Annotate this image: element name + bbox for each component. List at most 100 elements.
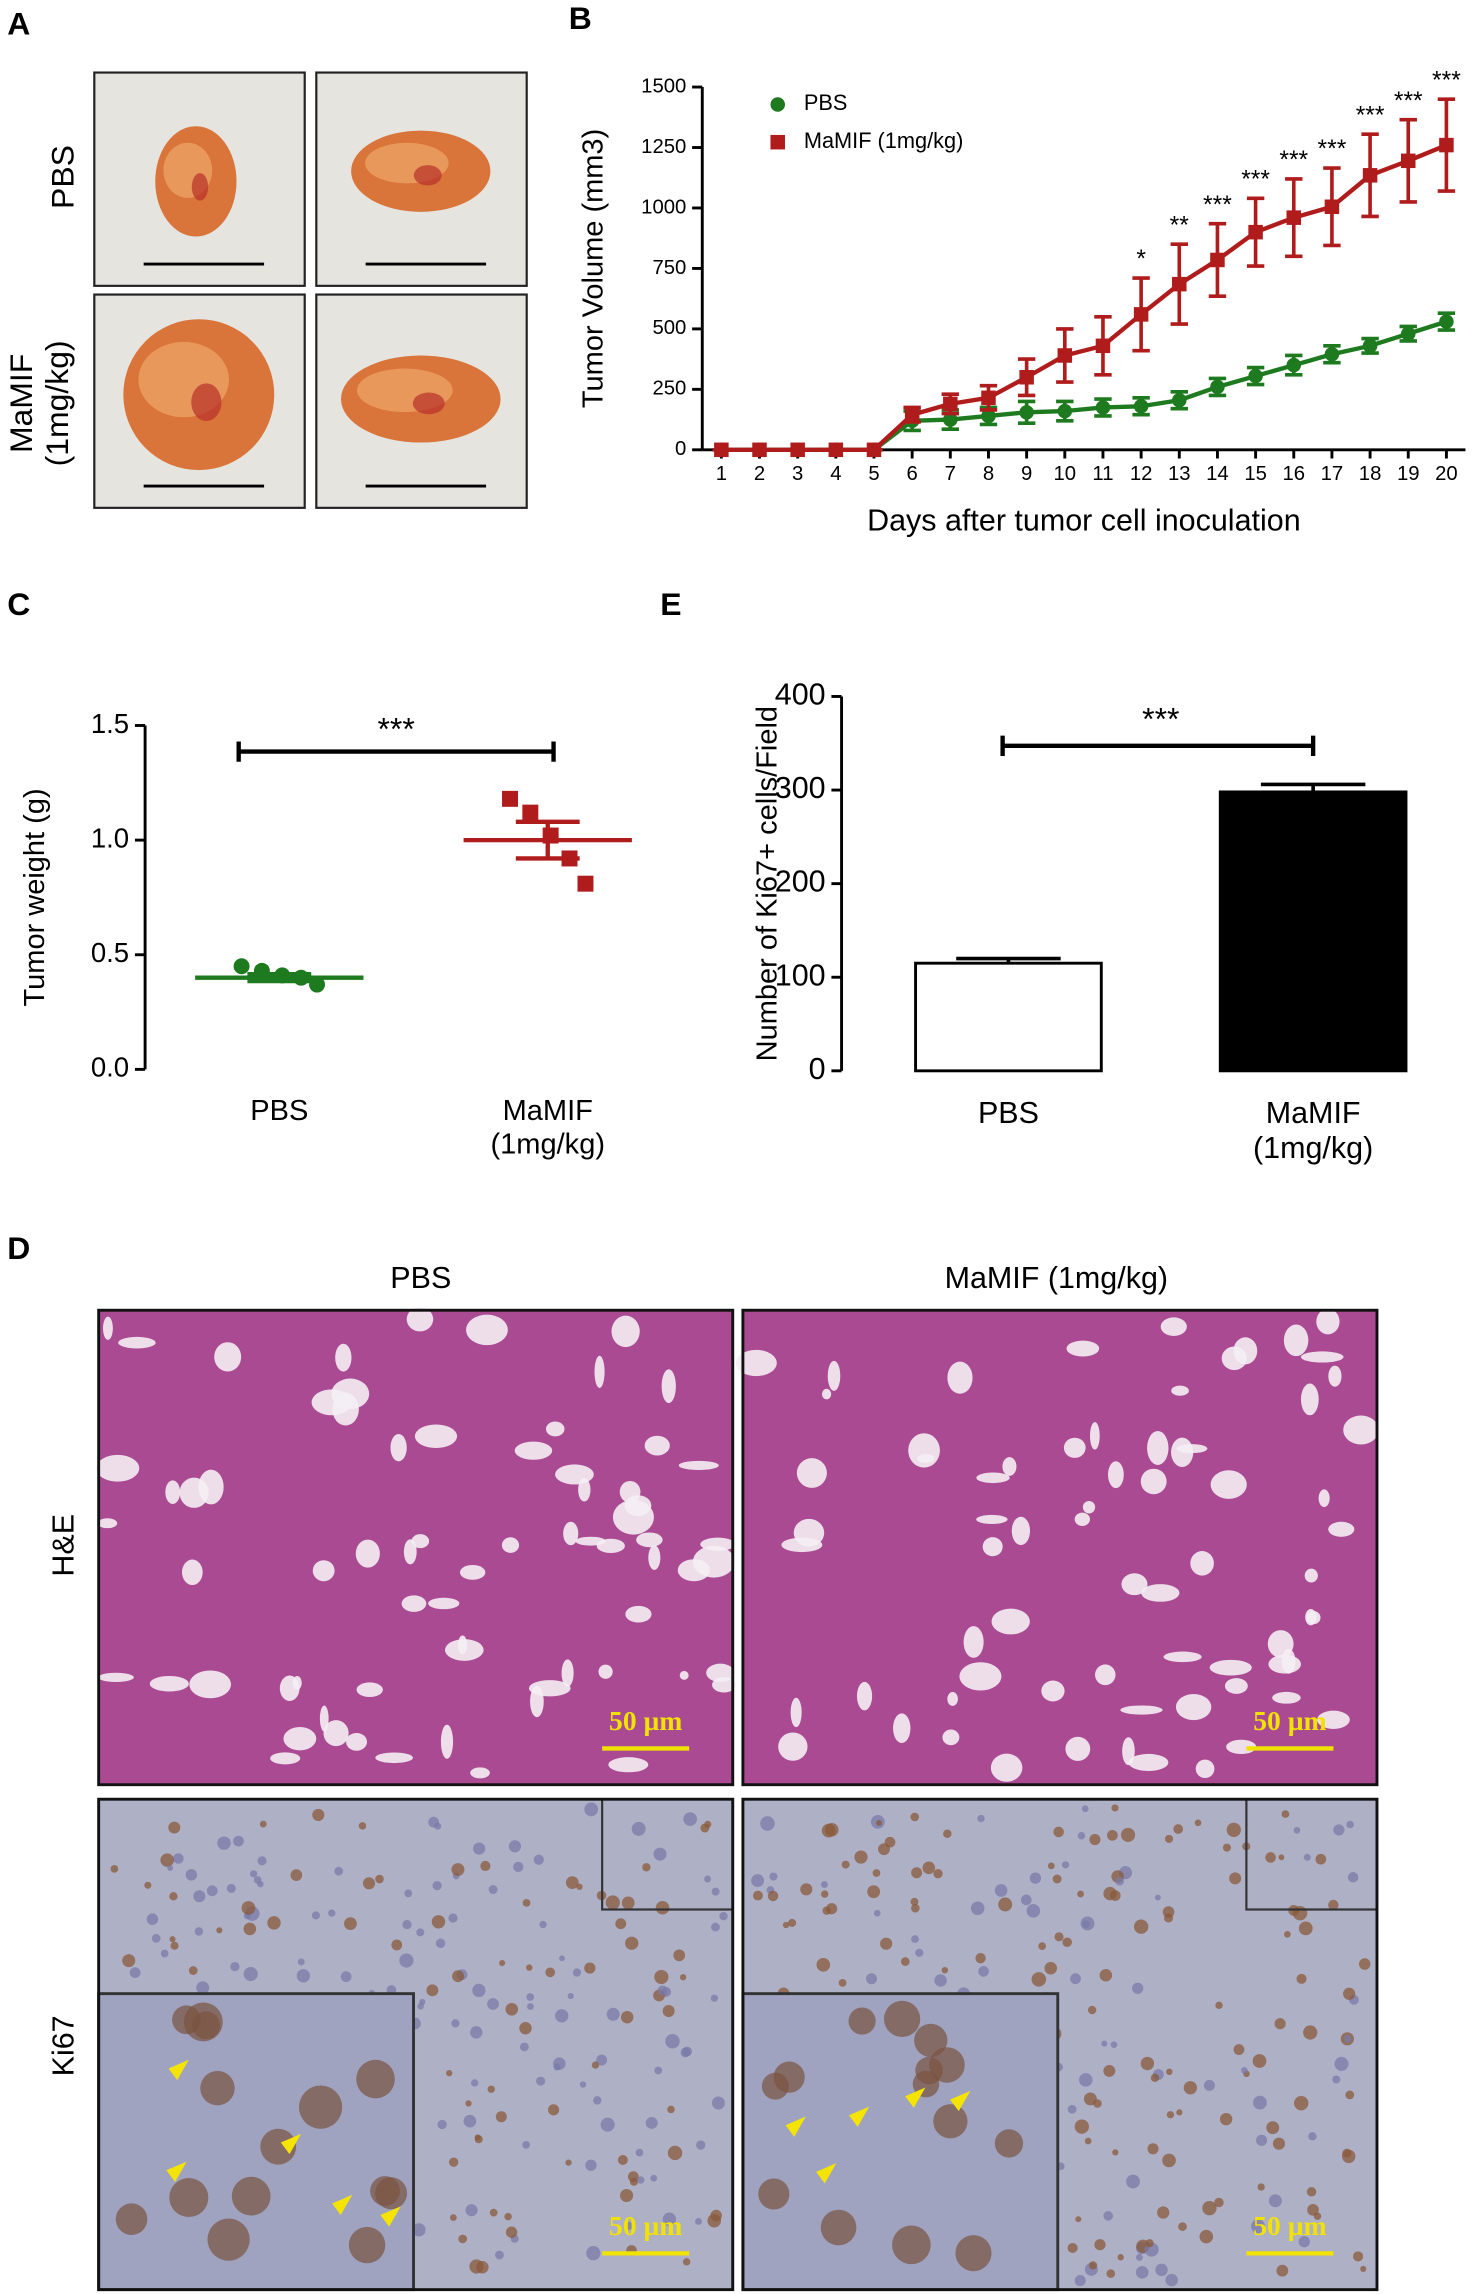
- inset-nucleus: [172, 2005, 201, 2035]
- nucleus: [196, 1981, 210, 1995]
- nucleus: [1199, 2229, 1214, 2244]
- y-tick-label: 0.5: [91, 937, 129, 968]
- nucleus: [1307, 2204, 1319, 2216]
- lumen: [1120, 1705, 1163, 1715]
- legend-marker: [770, 97, 785, 112]
- nucleus: [399, 1953, 414, 1968]
- x-tick-label: 18: [1359, 463, 1382, 485]
- significance: ***: [1394, 88, 1423, 115]
- nucleus: [1214, 2197, 1224, 2208]
- significance: ***: [1318, 136, 1347, 163]
- nucleus: [230, 1961, 240, 1972]
- data-point: [943, 396, 958, 412]
- significance: ***: [1356, 102, 1385, 129]
- nucleus: [328, 1909, 336, 1917]
- nucleus: [662, 2212, 677, 2226]
- nucleus: [548, 2104, 560, 2116]
- lumen: [1063, 1437, 1086, 1458]
- nucleus: [654, 1969, 669, 1985]
- nucleus: [695, 2218, 702, 2225]
- nucleus: [873, 1909, 881, 1917]
- nucleus: [169, 1936, 176, 1943]
- nucleus: [1089, 1833, 1101, 1846]
- nucleus: [526, 1964, 533, 1971]
- nucleus: [1162, 1906, 1175, 1918]
- lumen: [679, 1670, 689, 1680]
- lumen: [411, 1534, 430, 1549]
- lumen: [97, 1518, 118, 1529]
- nucleus: [480, 1860, 491, 1872]
- row-label: Ki67: [46, 2015, 80, 2076]
- nucleus: [1343, 2034, 1352, 2043]
- lumen: [1300, 1383, 1319, 1416]
- data-point: [1133, 399, 1149, 414]
- nucleus: [487, 1998, 499, 2010]
- lumen: [991, 1608, 1030, 1635]
- nucleus: [596, 2054, 608, 2066]
- nucleus: [170, 1941, 179, 1950]
- nucleus: [495, 2250, 504, 2260]
- nucleus: [1166, 2068, 1173, 2076]
- lumen: [414, 1424, 458, 1449]
- nucleus: [970, 1901, 985, 1916]
- nucleus: [362, 1877, 376, 1890]
- nucleus: [168, 1821, 181, 1834]
- nucleus: [782, 1921, 790, 1929]
- nucleus: [820, 1881, 828, 1889]
- lumen: [1147, 1430, 1169, 1465]
- nucleus: [719, 1911, 728, 1921]
- nucleus: [624, 2221, 633, 2231]
- data-point: [714, 442, 729, 458]
- x-tick-label: MaMIF (1mg/kg): [1253, 1096, 1374, 1166]
- panel-letter: B: [569, 0, 592, 36]
- nucleus: [470, 2026, 483, 2039]
- nucleus: [584, 1962, 596, 1974]
- lumen: [1065, 1736, 1091, 1761]
- lumen: [893, 1713, 911, 1744]
- lumen: [947, 1692, 958, 1706]
- nucleus: [1094, 2239, 1106, 2251]
- nucleus: [943, 1829, 952, 1839]
- nucleus: [206, 1885, 218, 1897]
- lumen: [1066, 1340, 1100, 1357]
- nucleus: [1272, 2137, 1286, 2150]
- nucleus: [1107, 1829, 1118, 1841]
- lumen: [1163, 1651, 1202, 1663]
- lumen: [1190, 1551, 1214, 1576]
- panel-letter: E: [660, 586, 681, 622]
- nucleus: [1342, 2148, 1352, 2158]
- nucleus: [452, 1970, 465, 1983]
- nucleus: [711, 2096, 725, 2110]
- y-tick-label: 300: [775, 771, 826, 805]
- tumor-spot: [412, 392, 445, 415]
- nucleus: [533, 1854, 544, 1865]
- nucleus: [1111, 1804, 1119, 1812]
- nucleus: [704, 1875, 712, 1883]
- nucleus: [657, 1985, 668, 1996]
- nucleus: [1303, 1853, 1311, 1861]
- nucleus: [296, 1969, 311, 1983]
- nucleus: [1296, 1973, 1307, 1984]
- lumen: [1175, 1693, 1212, 1721]
- lumen: [1090, 1422, 1100, 1450]
- nucleus: [1067, 2242, 1078, 2253]
- nucleus: [752, 1890, 763, 1901]
- y-tick-label: 1250: [641, 136, 686, 158]
- nucleus: [565, 1876, 579, 1889]
- nucleus: [250, 1870, 258, 1878]
- nucleus: [1126, 2174, 1140, 2189]
- nucleus: [751, 1874, 765, 1888]
- nucleus: [585, 2159, 597, 2171]
- nucleus: [788, 1918, 797, 1927]
- scale-bar-label: 50 µm: [609, 1705, 682, 1736]
- nucleus: [1106, 2269, 1116, 2278]
- data-point: [1362, 168, 1378, 183]
- micrograph-frame: [741, 1797, 1379, 2292]
- lumen: [1041, 1680, 1065, 1702]
- nucleus: [1360, 2265, 1367, 2273]
- nucleus: [1251, 2219, 1265, 2234]
- nucleus: [1088, 2261, 1098, 2270]
- nucleus: [1081, 1805, 1089, 1813]
- legend-label: PBS: [804, 90, 848, 115]
